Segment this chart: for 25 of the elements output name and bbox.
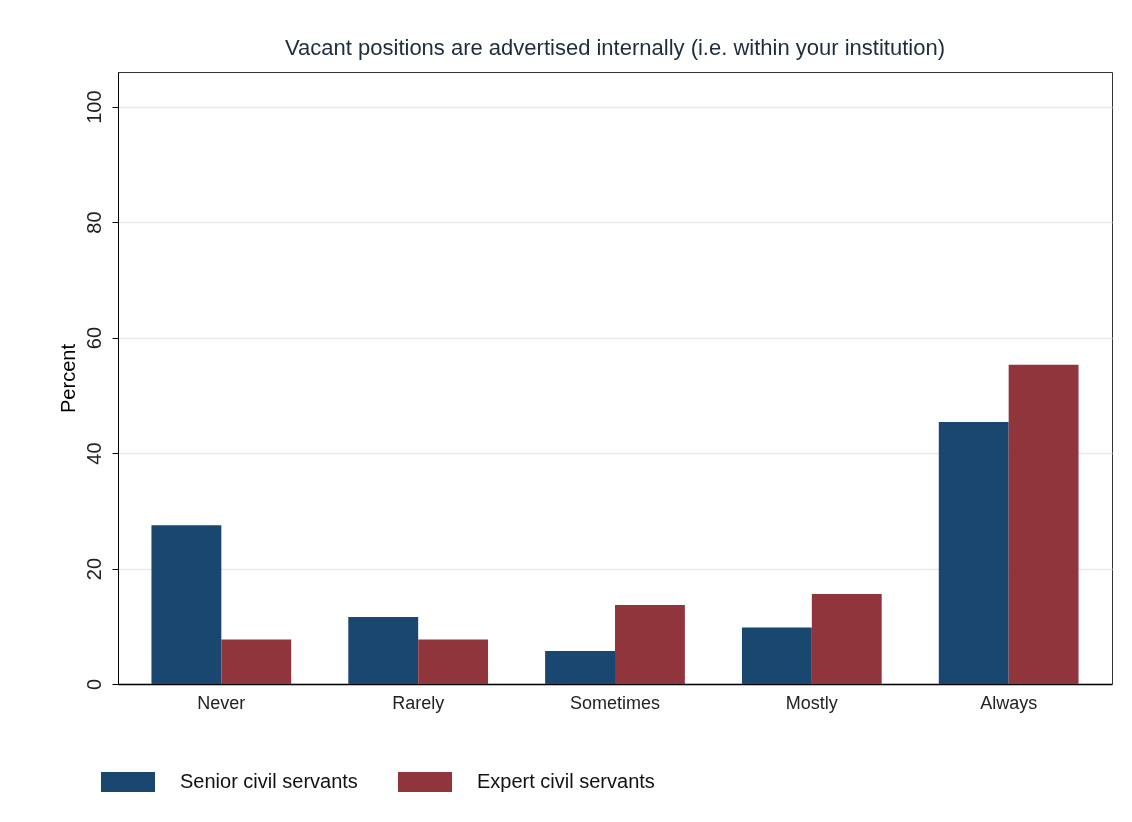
y-tick-label: 100: [82, 90, 105, 124]
bar: [221, 639, 292, 684]
y-tick-label: 0: [82, 678, 105, 691]
x-tick-label: Sometimes: [569, 692, 661, 713]
bar: [615, 604, 685, 684]
x-tick-label: Rarely: [392, 692, 445, 713]
bar: [1008, 364, 1079, 684]
x-tick-label: Always: [980, 692, 1038, 713]
bar: [545, 651, 615, 684]
chart-title: Vacant positions are advertised internally (i.e. within your institution): [285, 35, 945, 60]
y-tick-label: 80: [82, 211, 105, 234]
bar: [741, 627, 812, 684]
y-tick-label: 40: [82, 442, 105, 465]
bar: [348, 617, 419, 684]
legend-label: Expert civil servants: [477, 770, 655, 792]
y-tick-label: 20: [82, 557, 105, 581]
bar: [418, 639, 489, 684]
bar: [938, 421, 1009, 684]
legend-label: Senior civil servants: [180, 770, 358, 792]
x-tick-label: Mostly: [785, 692, 838, 713]
bar: [811, 593, 882, 684]
y-axis-title: Percent: [56, 343, 79, 413]
x-tick-label: Never: [197, 692, 246, 713]
bar: [151, 525, 222, 684]
y-tick-label: 60: [82, 326, 105, 350]
